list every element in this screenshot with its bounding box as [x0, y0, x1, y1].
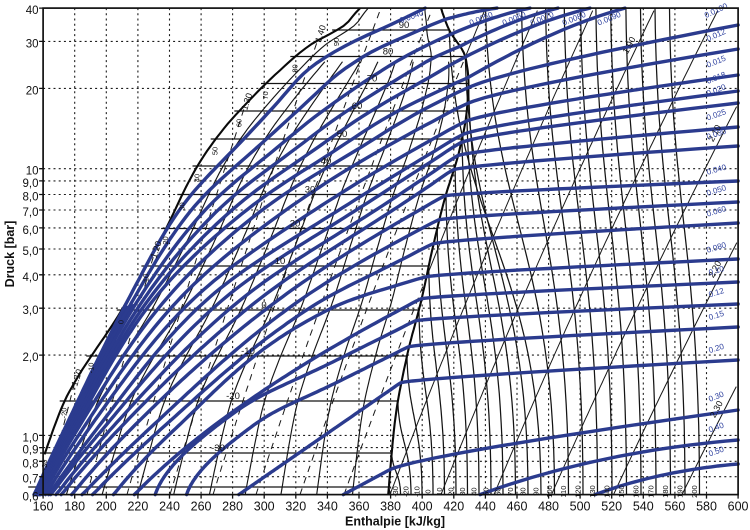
svg-text:60: 60	[494, 487, 503, 495]
svg-text:190: 190	[676, 485, 685, 498]
svg-text:70: 70	[506, 487, 515, 495]
svg-text:10: 10	[435, 487, 444, 495]
svg-text:-10: -10	[86, 363, 95, 374]
svg-text:180: 180	[64, 500, 85, 514]
svg-text:60: 60	[234, 119, 243, 127]
svg-text:40: 40	[470, 487, 479, 495]
svg-text:-30: -30	[391, 486, 400, 497]
svg-text:360: 360	[349, 500, 370, 514]
svg-text:80: 80	[290, 64, 299, 72]
svg-text:160: 160	[33, 500, 54, 514]
svg-text:40: 40	[26, 5, 39, 17]
svg-text:150: 150	[617, 485, 626, 498]
svg-text:7,0: 7,0	[23, 207, 39, 219]
svg-text:130: 130	[588, 485, 597, 498]
svg-text:-20: -20	[226, 391, 240, 402]
svg-text:580: 580	[696, 500, 717, 514]
svg-text:8,0: 8,0	[23, 192, 39, 204]
svg-text:280: 280	[222, 500, 243, 514]
svg-text:90: 90	[532, 487, 541, 495]
svg-text:-10: -10	[413, 486, 422, 497]
svg-text:260: 260	[191, 500, 212, 514]
svg-text:-10: -10	[241, 346, 255, 357]
svg-text:5,0: 5,0	[23, 246, 39, 258]
svg-text:50: 50	[482, 487, 491, 495]
svg-text:10: 10	[275, 256, 286, 267]
svg-text:3,0: 3,0	[23, 305, 39, 317]
svg-text:90: 90	[332, 38, 341, 46]
svg-text:30: 30	[458, 487, 467, 495]
svg-text:500: 500	[570, 500, 591, 514]
svg-text:0,8: 0,8	[23, 458, 39, 470]
svg-text:0,9: 0,9	[23, 445, 39, 457]
svg-text:-30: -30	[40, 460, 49, 471]
svg-text:220: 220	[127, 500, 148, 514]
svg-text:4,0: 4,0	[23, 272, 39, 284]
svg-text:320: 320	[285, 500, 306, 514]
svg-text:-20: -20	[60, 408, 69, 419]
svg-text:70: 70	[261, 91, 270, 99]
svg-text:400: 400	[412, 500, 433, 514]
svg-text:10: 10	[26, 166, 39, 178]
svg-text:100: 100	[545, 485, 554, 498]
svg-text:50: 50	[211, 147, 220, 155]
svg-text:40: 40	[321, 156, 332, 167]
svg-text:20: 20	[447, 487, 456, 495]
svg-text:40: 40	[193, 174, 202, 182]
svg-text:180: 180	[661, 485, 670, 498]
svg-text:30: 30	[305, 185, 316, 196]
svg-text:120: 120	[574, 485, 583, 498]
svg-text:20: 20	[26, 85, 39, 97]
svg-text:460: 460	[507, 500, 528, 514]
svg-text:0,6: 0,6	[23, 492, 39, 504]
svg-text:200: 200	[96, 500, 117, 514]
svg-text:80: 80	[383, 47, 394, 58]
svg-text:1,0: 1,0	[23, 432, 39, 444]
svg-text:340: 340	[317, 500, 338, 514]
svg-text:170: 170	[647, 485, 656, 498]
svg-text:70: 70	[367, 74, 378, 85]
svg-text:0: 0	[261, 300, 266, 311]
svg-text:200: 200	[690, 485, 699, 498]
svg-text:9,0: 9,0	[23, 178, 39, 190]
svg-text:560: 560	[664, 500, 685, 514]
svg-text:110: 110	[559, 486, 568, 498]
svg-text:30: 30	[177, 202, 186, 210]
svg-text:6,0: 6,0	[23, 225, 39, 237]
svg-text:540: 540	[633, 500, 654, 514]
svg-text:440: 440	[475, 500, 496, 514]
svg-text:0,7: 0,7	[23, 474, 39, 486]
svg-text:10: 10	[141, 274, 150, 282]
svg-text:20: 20	[161, 236, 170, 244]
svg-text:2,0: 2,0	[23, 352, 39, 364]
svg-text:80: 80	[519, 487, 528, 495]
svg-text:30: 30	[26, 38, 39, 50]
svg-text:Enthalpie [kJ/kg]: Enthalpie [kJ/kg]	[345, 515, 445, 529]
svg-text:480: 480	[538, 500, 559, 514]
svg-text:300: 300	[254, 500, 275, 514]
svg-text:Druck [bar]: Druck [bar]	[3, 221, 17, 288]
svg-text:0: 0	[424, 490, 433, 494]
svg-text:420: 420	[443, 500, 464, 514]
svg-text:-20: -20	[402, 486, 411, 497]
svg-text:90: 90	[399, 20, 410, 31]
svg-text:600: 600	[728, 500, 749, 514]
svg-text:520: 520	[601, 500, 622, 514]
svg-text:0: 0	[117, 320, 126, 324]
svg-text:-30: -30	[211, 443, 225, 454]
svg-text:50: 50	[337, 129, 348, 140]
svg-text:160: 160	[632, 485, 641, 498]
svg-text:240: 240	[159, 500, 180, 514]
svg-text:20: 20	[290, 219, 301, 230]
svg-text:380: 380	[380, 500, 401, 514]
svg-text:140: 140	[603, 485, 612, 498]
svg-text:60: 60	[352, 101, 363, 112]
